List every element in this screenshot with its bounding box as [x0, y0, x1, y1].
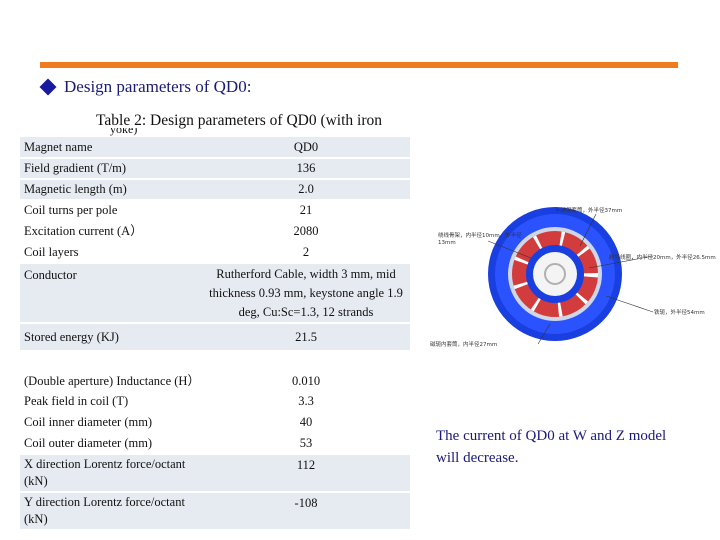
table-row: Coil outer diameter (mm) 53 [20, 432, 410, 453]
magnet-cross-section-diagram: 不锈钢套筒，外半径37mm 绕线骨架，内半径10mm，外半径 13mm 超导线圈… [430, 206, 716, 348]
label-iron-yoke: 铁轭，外半径54mm [654, 308, 705, 316]
table-row: Magnet name QD0 [20, 137, 410, 157]
param-value: 136 [202, 157, 410, 178]
inner-tube [544, 263, 566, 285]
note-text: The current of QD0 at W and Z model will… [436, 428, 667, 466]
param-label: Peak field in coil (T) [20, 390, 202, 411]
param-value: 2 [202, 241, 410, 262]
param-label: Coil inner diameter (mm) [20, 411, 202, 432]
table-row: Stored energy (KJ) 21.5 [20, 322, 410, 350]
section-title: Design parameters of QD0: [64, 77, 252, 96]
coil-ring [512, 231, 598, 317]
section-heading: Design parameters of QD0: [39, 77, 252, 97]
param-value: -108 [202, 491, 410, 529]
param-value: 2.0 [202, 178, 410, 199]
diamond-bullet-icon [39, 78, 57, 96]
table-row: Y direction Lorentz force/octant (kN) -1… [20, 491, 410, 529]
label-steel-sleeve: 不锈钢套筒，外半径37mm [555, 206, 622, 214]
param-value: QD0 [202, 137, 410, 157]
param-label: Coil outer diameter (mm) [20, 432, 202, 453]
table-row: Coil inner diameter (mm) 40 [20, 411, 410, 432]
table-row: Coil layers 2 [20, 241, 410, 262]
leader-line [487, 240, 532, 259]
param-label: Excitation current (A） [20, 220, 202, 241]
param-value: 112 [202, 453, 410, 491]
param-value: 3.3 [202, 390, 410, 411]
param-label: Magnetic length (m) [20, 178, 202, 199]
param-label: Conductor [20, 262, 202, 322]
leader-line [537, 323, 551, 345]
label-yoke-inner-sleeve: 磁轭内套筒，内半径27mm [430, 340, 497, 348]
param-label: Coil layers [20, 241, 202, 262]
table-row: Coil turns per pole 21 [20, 199, 410, 220]
param-value: 21.5 [202, 322, 410, 350]
param-label: Stored energy (KJ) [20, 322, 202, 350]
leader-line [588, 255, 654, 269]
table-row: Magnetic length (m) 2.0 [20, 178, 410, 199]
param-value: 53 [202, 432, 410, 453]
parameter-table: Magnet name QD0 Field gradient (T/m) 136… [20, 137, 410, 529]
table-row: (Double aperture) Inductance (H） 0.010 [20, 350, 410, 390]
beam-aperture [533, 252, 577, 296]
leader-line [605, 295, 654, 313]
param-value: 2080 [202, 220, 410, 241]
param-label: (Double aperture) Inductance (H） [20, 350, 202, 390]
table-row: Field gradient (T/m) 136 [20, 157, 410, 178]
label-sc-coil: 超导线圈，内半径20mm，外半径26.5mm [609, 253, 716, 261]
param-value: 40 [202, 411, 410, 432]
table-row: Conductor Rutherford Cable, width 3 mm, … [20, 262, 410, 322]
table-row: Excitation current (A） 2080 [20, 220, 410, 241]
param-label: Coil turns per pole [20, 199, 202, 220]
param-value: 21 [202, 199, 410, 220]
table-caption-cut: yoke) [110, 128, 138, 136]
label-coil-former: 绕线骨架，内半径10mm，外半径 [438, 231, 522, 239]
table-row: Peak field in coil (T) 3.3 [20, 390, 410, 411]
table-caption: Table 2: Design parameters of QD0 (with … [96, 112, 383, 129]
param-value: Rutherford Cable, width 3 mm, mid thickn… [202, 262, 410, 322]
param-label: Y direction Lorentz force/octant (kN) [20, 491, 202, 529]
param-label: X direction Lorentz force/octant (kN) [20, 453, 202, 491]
title-accent-bar [40, 62, 678, 68]
param-label: Magnet name [20, 137, 202, 157]
param-label: Field gradient (T/m) [20, 157, 202, 178]
leader-lines [487, 213, 654, 345]
label-coil-former-2: 13mm [438, 240, 456, 246]
param-value: 0.010 [202, 350, 410, 390]
leader-line [579, 213, 597, 247]
coil-spacers [512, 231, 598, 317]
table-row: X direction Lorentz force/octant (kN) 11… [20, 453, 410, 491]
